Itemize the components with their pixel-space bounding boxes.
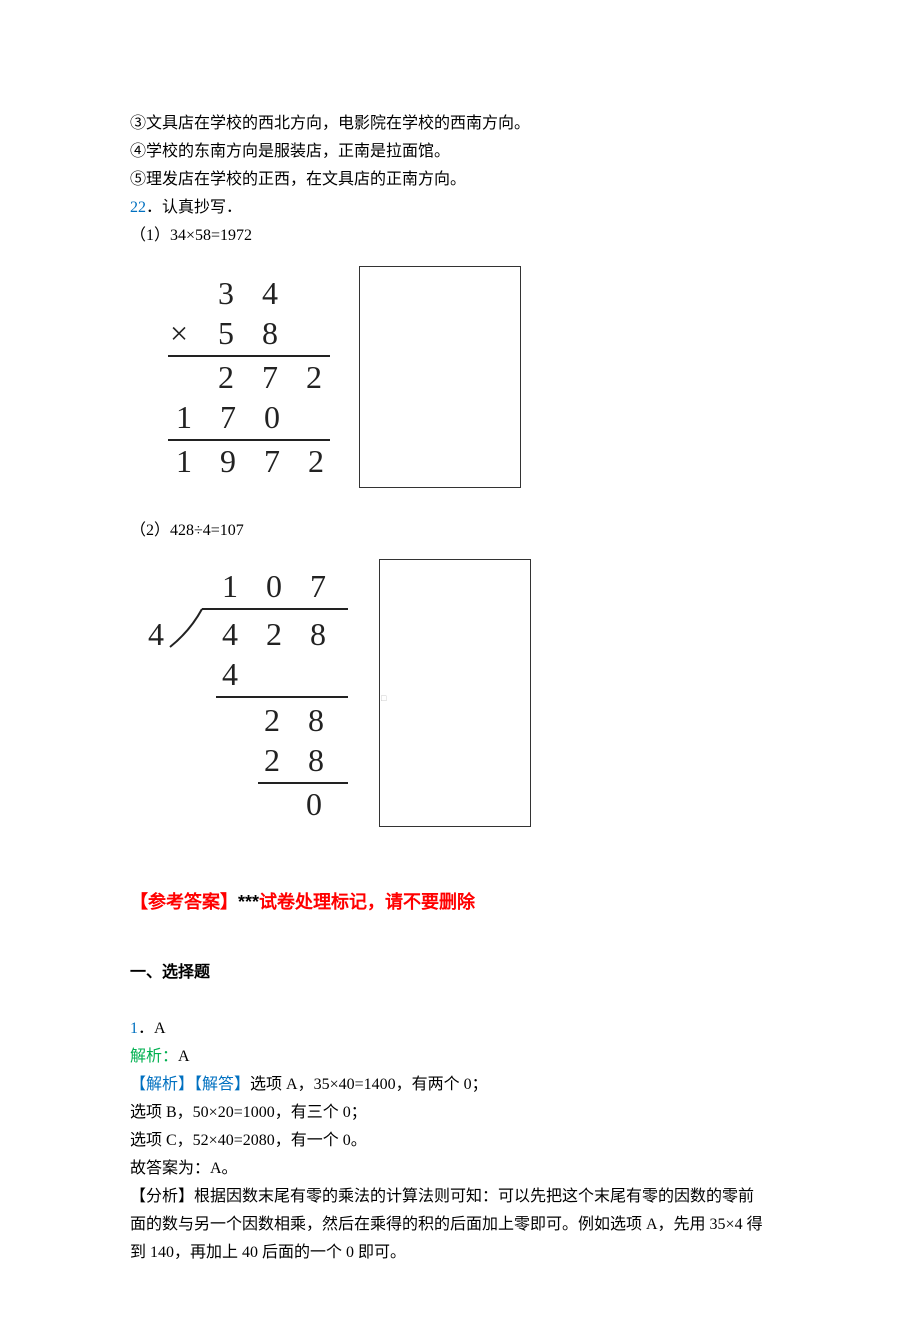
q22-part1: （1）34×58=1972 bbox=[130, 222, 790, 250]
answers-header-post: 试卷处理标记，请不要删除 bbox=[259, 892, 475, 912]
jiexi-value: A bbox=[178, 1048, 190, 1065]
stmt-3: ③文具店在学校的西北方向，电影院在学校的西南方向。 bbox=[130, 110, 790, 138]
copy-box-1 bbox=[359, 266, 521, 488]
answers-header-stars: *** bbox=[238, 892, 259, 912]
svg-text:1 7 0: 1 7 0 bbox=[176, 399, 290, 435]
svg-text:4: 4 bbox=[148, 616, 174, 652]
stmt-5: ⑤理发店在学校的正西，在文具店的正南方向。 bbox=[130, 166, 790, 194]
exp-rest: 选项 A，35×40=1400，有两个 0； bbox=[250, 1076, 488, 1093]
jiexi-label: 解析： bbox=[130, 1048, 178, 1065]
svg-text:0: 0 bbox=[306, 786, 332, 822]
svg-text:2 8: 2 8 bbox=[264, 742, 334, 778]
svg-text:×: × bbox=[170, 315, 198, 351]
svg-text:2 7 2: 2 7 2 bbox=[218, 359, 332, 395]
svg-text:4: 4 bbox=[222, 656, 248, 692]
a1-jiexi: 解析：A bbox=[130, 1043, 790, 1071]
a1-fx3: 到 140，再加上 40 后面的一个 0 即可。 bbox=[130, 1239, 790, 1267]
q22-line: 22．认真抄写． bbox=[130, 194, 790, 222]
svg-text:2 8: 2 8 bbox=[264, 702, 334, 738]
a1-conc: 故答案为：A。 bbox=[130, 1155, 790, 1183]
exp-label-2: 【解答】 bbox=[194, 1076, 250, 1093]
a1-expl-c: 选项 C，52×40=2080，有一个 0。 bbox=[130, 1127, 790, 1155]
a1-expl-a: 【解析】【解答】选项 A，35×40=1400，有两个 0； bbox=[130, 1071, 790, 1099]
copy-box-2 bbox=[379, 559, 531, 827]
svg-text:1 0 7: 1 0 7 bbox=[222, 568, 336, 604]
q22-number: 22 bbox=[130, 199, 146, 216]
a1-line1: 1．A bbox=[130, 1015, 790, 1043]
div-work: 1 0 7 4 4 2 8 4 2 8 2 8 0 bbox=[130, 559, 355, 839]
mult-work: 3 4 × 5 8 2 7 2 1 7 0 1 9 7 2 bbox=[130, 266, 335, 501]
answers-header: 【参考答案】***试卷处理标记，请不要删除 bbox=[130, 887, 790, 919]
answers-header-pre: 【参考答案】 bbox=[130, 892, 238, 912]
a1-fx2: 面的数与另一个因数相乘，然后在乘得的积的后面加上零即可。例如选项 A，先用 35… bbox=[130, 1211, 790, 1239]
svg-text:4 2 8: 4 2 8 bbox=[222, 616, 336, 652]
a1-number: 1 bbox=[130, 1020, 138, 1037]
svg-text:5 8: 5 8 bbox=[218, 315, 288, 351]
svg-text:1 9 7 2: 1 9 7 2 bbox=[176, 443, 334, 479]
page-dot-icon: □ bbox=[381, 691, 386, 707]
exp-label-1: 【解析】 bbox=[130, 1076, 194, 1093]
a1-expl-b: 选项 B，50×20=1000，有三个 0； bbox=[130, 1099, 790, 1127]
q22-title-text: ．认真抄写． bbox=[146, 199, 242, 216]
a1-fx1: 【分析】根据因数末尾有零的乘法的计算法则可知：可以先把这个末尾有零的因数的零前 bbox=[130, 1183, 790, 1211]
stmt-4: ④学校的东南方向是服装店，正南是拉面馆。 bbox=[130, 138, 790, 166]
q22-part2: （2）428÷4=107 bbox=[130, 517, 790, 545]
section-1-title: 一、选择题 bbox=[130, 959, 790, 987]
svg-text:3 4: 3 4 bbox=[218, 275, 288, 311]
a1-answer: ．A bbox=[138, 1020, 166, 1037]
